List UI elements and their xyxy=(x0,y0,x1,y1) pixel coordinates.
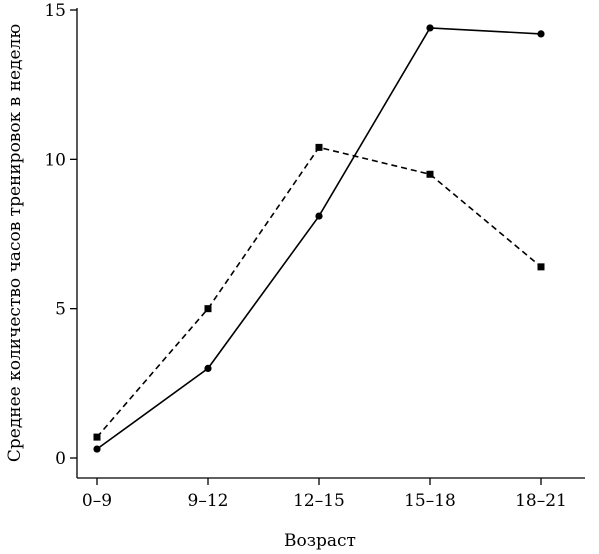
series-line-solid xyxy=(96,27,542,450)
data-point-square xyxy=(93,433,101,441)
x-tick-label: 0–9 xyxy=(82,491,112,511)
y-ticks: 0 5 10 15 xyxy=(44,1,77,469)
data-point-square xyxy=(426,170,434,178)
series-line-dashed xyxy=(96,146,542,438)
x-tick-label: 18–21 xyxy=(515,491,567,511)
y-tick-label: 15 xyxy=(44,1,66,21)
data-point-square xyxy=(204,305,212,313)
data-point-circle xyxy=(204,364,212,372)
data-point-circle xyxy=(93,445,101,453)
y-tick-label: 0 xyxy=(55,449,66,469)
y-tick-label: 10 xyxy=(44,150,66,170)
series-layer xyxy=(93,24,545,453)
x-ticks: 0–9 9–12 12–15 15–18 18–21 xyxy=(82,478,567,511)
axes xyxy=(76,8,585,479)
x-axis-title: Возраст xyxy=(284,531,356,551)
x-tick-label: 15–18 xyxy=(404,491,456,511)
data-point-circle xyxy=(537,30,545,38)
data-point-square xyxy=(537,263,545,271)
x-tick-label: 9–12 xyxy=(188,491,229,511)
data-point-circle xyxy=(315,212,323,220)
y-axis-title: Среднее количество часов тренировок в не… xyxy=(5,24,25,462)
data-point-circle xyxy=(426,24,434,32)
y-tick-label: 5 xyxy=(55,300,66,320)
x-tick-label: 12–15 xyxy=(293,491,345,511)
data-point-square xyxy=(315,143,323,151)
